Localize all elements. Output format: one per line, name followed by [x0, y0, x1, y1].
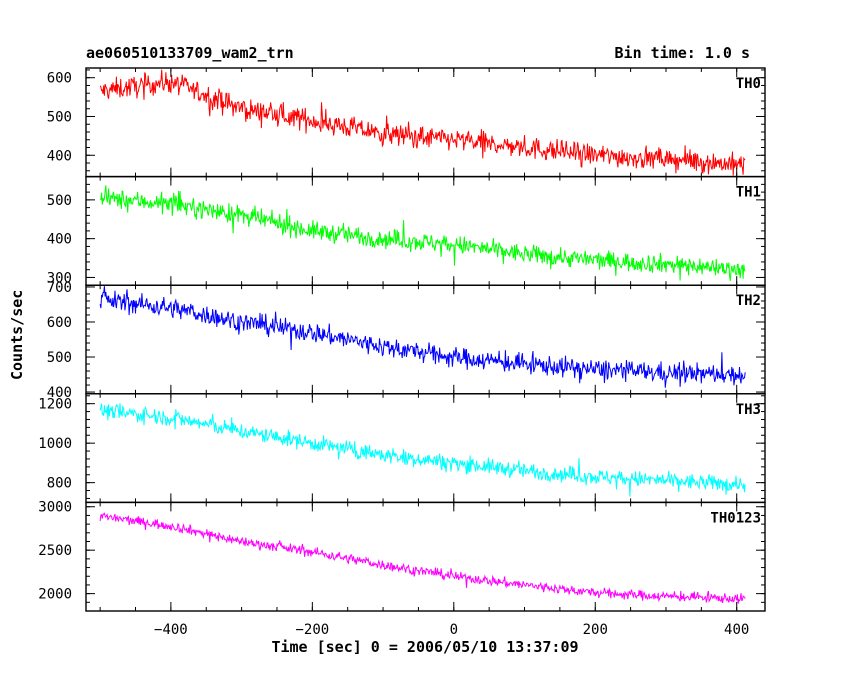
x-tick-label: −200 — [295, 622, 329, 638]
series-line-th0 — [99, 69, 746, 176]
series-label-th1: TH1 — [736, 185, 761, 201]
y-tick-label-th1: 500 — [47, 193, 72, 209]
y-tick-label-th0123: 3000 — [38, 500, 72, 516]
x-tick-label: 200 — [583, 622, 608, 638]
y-tick-label-th1: 400 — [47, 232, 72, 248]
series-label-th2: TH2 — [736, 293, 761, 309]
series-label-th0123: TH0123 — [710, 510, 761, 526]
y-tick-label-th2: 600 — [47, 315, 72, 331]
panel-frame-th1 — [85, 175, 766, 286]
y-tick-label-th1: 300 — [47, 270, 72, 286]
series-line-th2 — [99, 286, 746, 388]
y-tick-label-th3: 1200 — [38, 397, 72, 413]
plot-title: ae060510133709_wam2_trn — [86, 44, 294, 62]
series-label-th3: TH3 — [736, 402, 761, 418]
series-label-th0: TH0 — [736, 76, 761, 92]
panel-frame-th0123 — [85, 501, 766, 612]
x-axis-label: Time [sec] 0 = 2006/05/10 13:37:09 — [271, 638, 579, 656]
bin-time-label: Bin time: 1.0 s — [614, 44, 750, 62]
y-tick-label-th3: 800 — [47, 476, 72, 492]
x-tick-label: −400 — [154, 622, 188, 638]
y-tick-label-th0: 500 — [47, 109, 72, 125]
y-tick-label-th0: 600 — [47, 71, 72, 87]
y-tick-label-th0: 400 — [47, 148, 72, 164]
y-axis-label: Counts/sec — [8, 289, 26, 380]
y-tick-label-th0123: 2000 — [38, 587, 72, 603]
x-tick-label: 0 — [450, 622, 458, 638]
x-tick-label: 400 — [724, 622, 749, 638]
y-tick-label-th2: 500 — [47, 350, 72, 366]
series-line-th3 — [99, 403, 746, 497]
series-line-th0123 — [99, 512, 746, 604]
series-line-th1 — [99, 185, 746, 281]
panel-frame-th3 — [85, 393, 766, 504]
y-tick-label-th2: 400 — [47, 385, 72, 401]
y-tick-label-th0123: 2500 — [38, 543, 72, 559]
y-tick-label-th2: 700 — [47, 280, 72, 296]
y-tick-label-th3: 1000 — [38, 436, 72, 452]
